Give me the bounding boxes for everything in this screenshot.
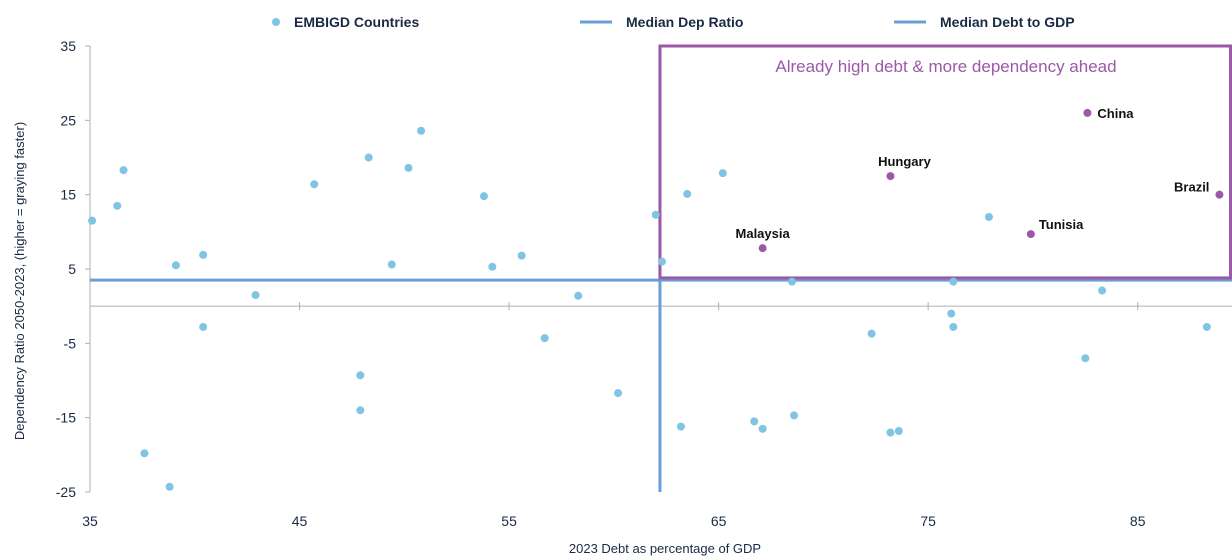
data-point [683,189,692,198]
data-point [140,449,149,458]
highlight-box: Already high debt & more dependency ahea… [658,44,1232,280]
y-tick-label: 35 [60,38,76,54]
highlighted-point [1215,190,1224,199]
data-point [356,371,365,380]
point-label: China [1097,106,1134,121]
x-axis-title: 2023 Debt as percentage of GDP [569,541,761,556]
highlighted-point [1026,230,1035,239]
data-point [540,334,549,343]
data-point [310,180,319,189]
data-point [790,411,799,420]
data-point [867,329,876,338]
data-point [1081,354,1090,363]
data-point [1202,322,1211,331]
data-point [165,482,174,491]
data-point [488,262,497,271]
legend-label: Median Debt to GDP [940,14,1075,30]
axes: 35 25 15 5 -5 -15 -25 35 45 55 65 75 85 [56,38,1232,529]
point-labels: Malaysia Hungary Tunisia China Brazil [736,106,1210,241]
legend-label: Median Dep Ratio [626,14,743,30]
data-point [404,163,413,172]
data-point [251,291,260,300]
x-tick-label: 35 [82,513,98,529]
y-tick-label: 25 [60,112,76,128]
data-point [356,406,365,415]
point-label: Brazil [1174,180,1209,195]
data-point [718,169,727,178]
data-point [658,257,667,266]
data-point [947,309,956,318]
highlighted-point [1083,108,1092,117]
highlight-box-title: Already high debt & more dependency ahea… [775,57,1116,76]
y-tick-label: 5 [68,261,76,277]
data-points [88,108,1224,491]
data-point [750,417,759,426]
data-point [417,126,426,135]
data-point [88,216,97,225]
data-point [886,428,895,437]
data-point [199,322,208,331]
point-label: Tunisia [1039,217,1084,232]
x-tick-label: 85 [1130,513,1146,529]
data-point [574,291,583,300]
point-label: Malaysia [736,226,791,241]
x-tick-label: 55 [501,513,517,529]
data-point [949,277,958,286]
data-point [364,153,373,162]
data-point [758,424,767,433]
data-point [119,166,128,175]
data-point [676,422,685,431]
y-axis-title: Dependency Ratio 2050-2023, (higher = gr… [12,122,27,440]
data-point [614,389,623,398]
data-point [517,251,526,260]
legend-label: EMBIGD Countries [294,14,419,30]
data-point [984,212,993,221]
highlighted-point [886,172,895,181]
data-point [1098,286,1107,295]
point-label: Hungary [878,154,932,169]
data-point [171,261,180,270]
data-point [199,250,208,259]
y-tick-label: -5 [64,335,77,351]
x-tick-label: 45 [292,513,308,529]
data-point [787,277,796,286]
x-tick-label: 75 [920,513,936,529]
data-point [479,192,488,201]
data-point [651,210,660,219]
legend: EMBIGD Countries Median Dep Ratio Median D… [272,14,1075,30]
data-point [894,427,903,436]
legend-dot [272,18,280,26]
x-tick-label: 65 [711,513,727,529]
y-tick-label: -15 [56,410,76,426]
data-point [113,201,122,210]
y-tick-label: 15 [60,187,76,203]
highlight-box-frame [658,44,1232,280]
y-tick-label: -25 [56,484,76,500]
highlighted-point [758,244,767,253]
data-point [949,322,958,331]
data-point [387,260,396,269]
